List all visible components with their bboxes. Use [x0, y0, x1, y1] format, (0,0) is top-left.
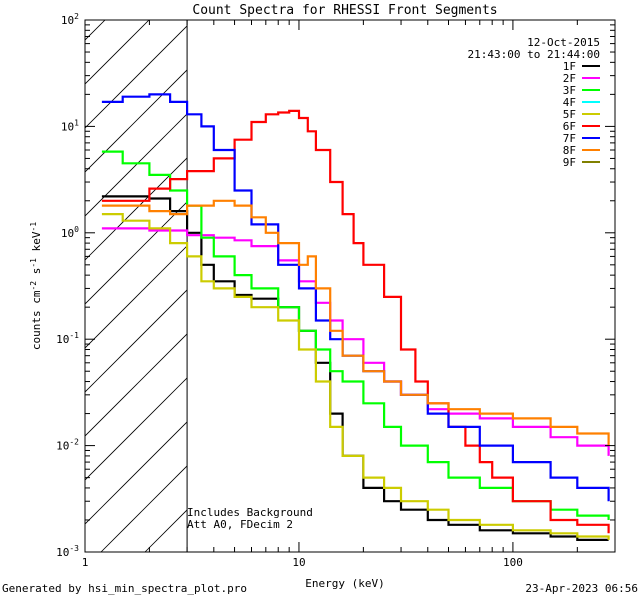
annotation-background: Includes Background: [187, 506, 313, 519]
legend-label-8F: 8F: [563, 144, 576, 157]
series-line-7F: [101, 93, 610, 502]
y-tick-label: 10-2: [56, 438, 79, 453]
hatch-line: [233, 0, 640, 552]
legend-label-3F: 3F: [563, 84, 576, 97]
y-axis-label: counts cm-2 s-1 keV-1: [29, 222, 43, 350]
y-tick-label: 101: [61, 118, 79, 133]
hatch-line: [85, 201, 188, 305]
hatch-line: [85, 421, 188, 525]
legend-label-9F: 9F: [563, 156, 576, 169]
legend-label-6F: 6F: [563, 120, 576, 133]
series-line-2F: [101, 227, 610, 456]
series-group: [101, 93, 610, 541]
legend-label-2F: 2F: [563, 72, 576, 85]
hatch-line: [85, 377, 188, 481]
hatch-line: [85, 289, 188, 393]
series-line-5F: [101, 213, 610, 540]
legend-label-7F: 7F: [563, 132, 576, 145]
series-line-1F: [101, 195, 609, 541]
hatch-line: [85, 20, 150, 85]
axis-ticks: 1 10 100 102 101 100 10-1 10-2 10-3: [56, 12, 616, 569]
excluded-energy-region: [0, 0, 640, 552]
hatch-line: [0, 0, 129, 552]
time-range-label: 21:43:00 to 21:44:00: [468, 48, 600, 61]
hatch-line: [85, 245, 188, 349]
y-tick-label: 100: [61, 225, 79, 240]
x-axis-label: Energy (keV): [305, 577, 384, 590]
date-label: 12-Oct-2015: [527, 36, 600, 49]
hatch-line: [85, 25, 188, 129]
legend-label-5F: 5F: [563, 108, 576, 121]
legend-label-1F: 1F: [563, 60, 576, 73]
series-line-6F: [101, 109, 610, 534]
x-tick-label: 1: [82, 556, 89, 569]
series-line-8F: [101, 199, 610, 446]
x-tick-label: 10: [292, 556, 305, 569]
chart-title: Count Spectra for RHESSI Front Segments: [192, 3, 497, 18]
footer-timestamp: 23-Apr-2023 06:56: [525, 582, 638, 595]
hatch-line: [85, 69, 188, 173]
footer-generated-by: Generated by hsi_min_spectra_plot.pro: [2, 582, 248, 595]
y-tick-label: 10-1: [56, 331, 79, 346]
hatch-line: [85, 157, 188, 261]
annotation-attenuator: Att A0, FDecim 2: [187, 518, 293, 531]
plot-frame: [84, 19, 616, 553]
hatch-line: [100, 465, 188, 552]
series-line-3F: [101, 150, 610, 520]
legend-label-4F: 4F: [563, 96, 576, 109]
y-tick-label: 10-3: [56, 544, 79, 559]
y-tick-label: 102: [61, 12, 79, 27]
x-tick-label: 100: [503, 556, 523, 569]
